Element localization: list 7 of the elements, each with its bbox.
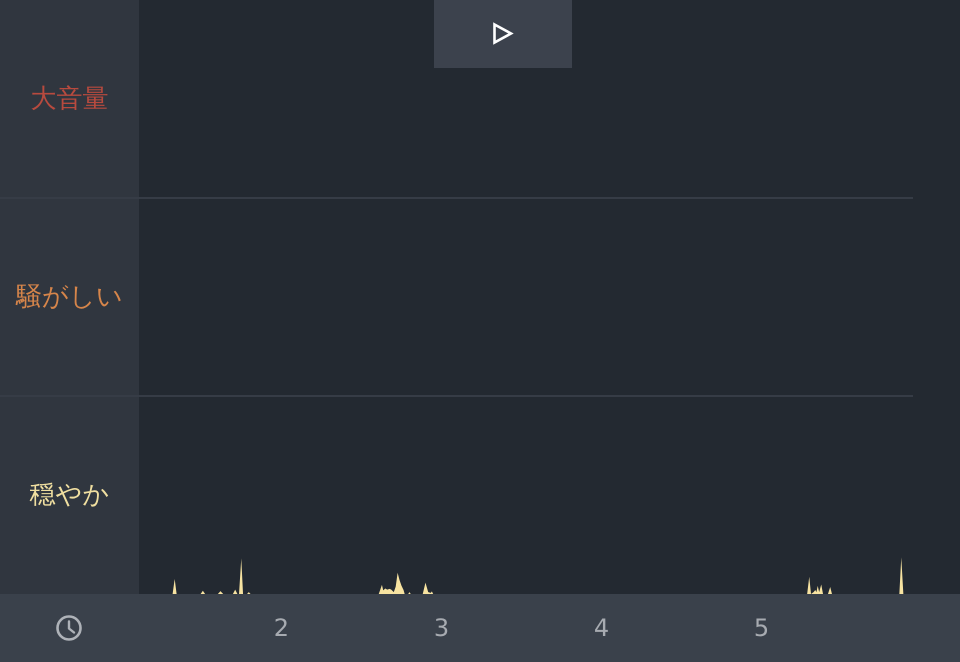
band-label: 穏やか [30,480,110,510]
x-tick-label: 4 [594,614,610,642]
x-tick-label: 2 [274,614,290,642]
x-tick-label: 3 [434,614,450,642]
band-label: 騒がしい [16,282,123,312]
band-label: 大音量 [30,84,108,114]
x-tick-label: 5 [754,614,770,642]
